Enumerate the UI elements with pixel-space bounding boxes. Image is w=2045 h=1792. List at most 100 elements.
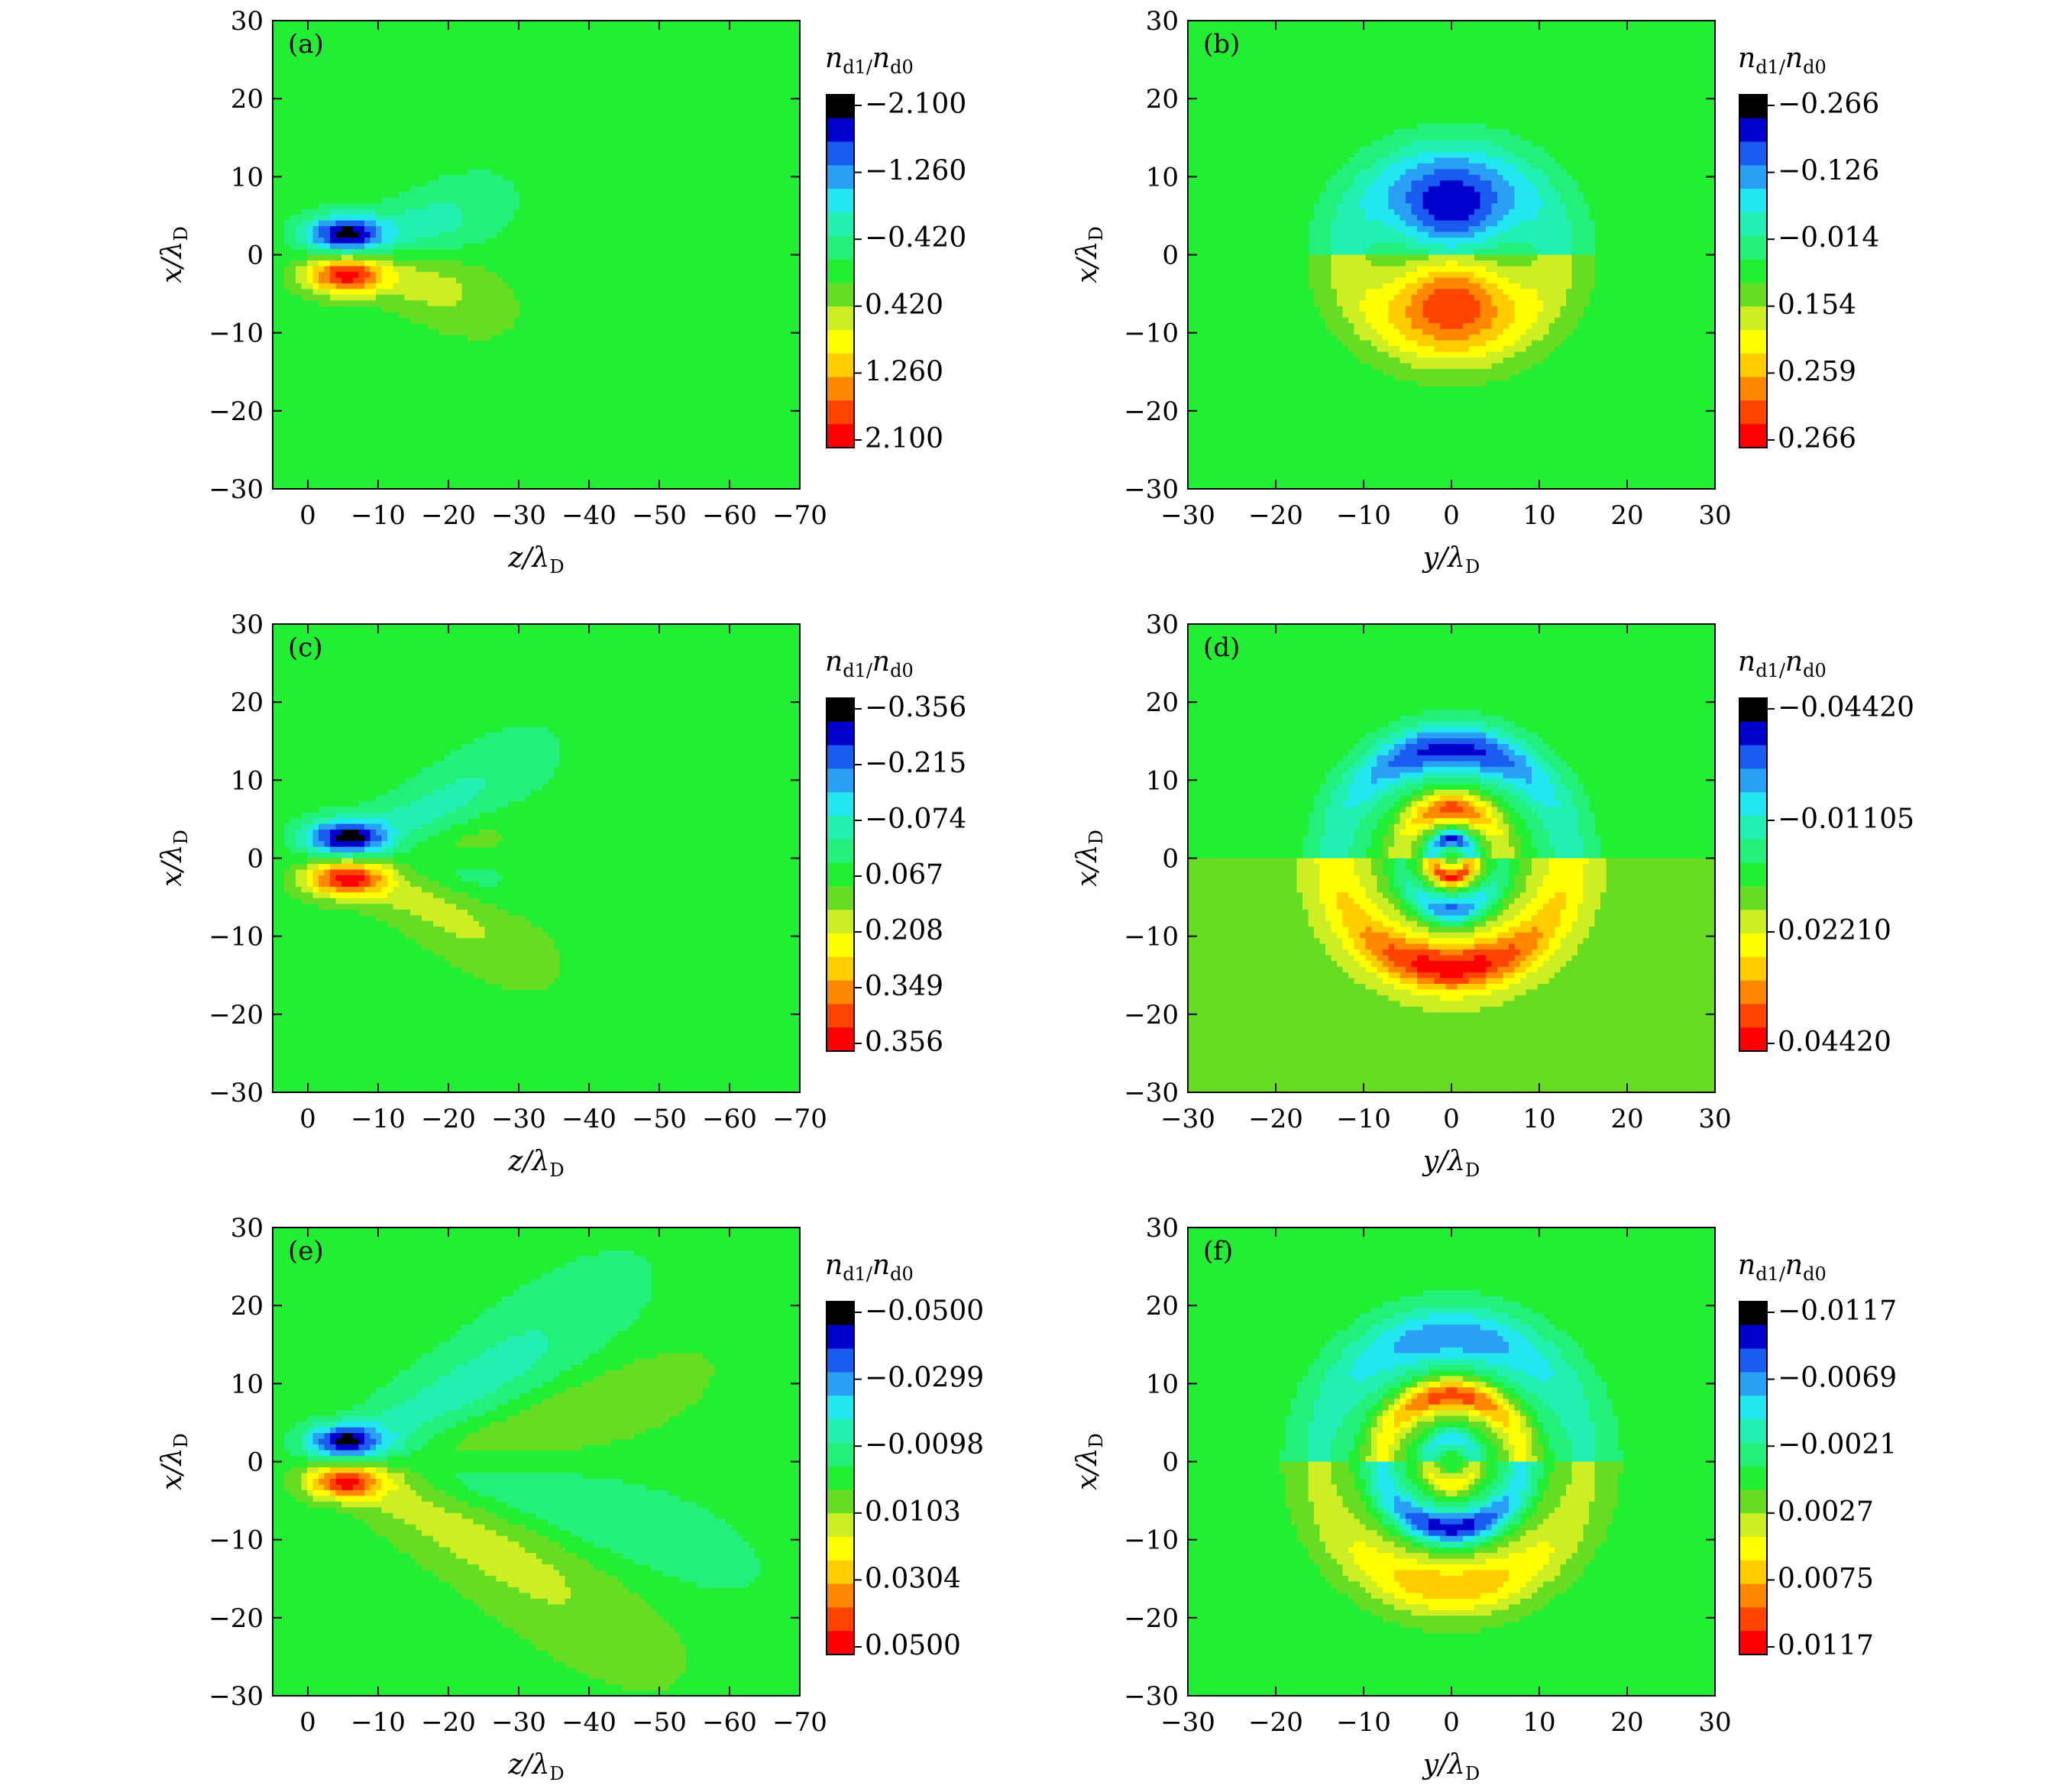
heatmap-cell xyxy=(1342,203,1349,210)
heatmap-cell xyxy=(1566,294,1573,301)
heatmap-cell xyxy=(1377,163,1383,170)
heatmap-cell xyxy=(1291,1069,1298,1076)
heatmap-cell xyxy=(484,277,491,284)
heatmap-cell xyxy=(1205,881,1212,888)
heatmap-cell xyxy=(490,226,497,233)
heatmap-cell xyxy=(1319,283,1326,290)
heatmap-cell xyxy=(479,323,486,330)
heatmap-cell xyxy=(1532,283,1539,290)
heatmap-cell xyxy=(364,266,371,273)
heatmap-cell xyxy=(1548,169,1555,176)
heatmap-cell xyxy=(1463,163,1470,170)
heatmap-cell xyxy=(1486,340,1493,347)
heatmap-cell xyxy=(341,266,348,273)
heatmap-cell xyxy=(1280,961,1286,968)
heatmap-cell xyxy=(1474,260,1481,267)
heatmap-cell xyxy=(548,961,555,968)
heatmap-cell xyxy=(548,772,555,779)
heatmap-cell xyxy=(353,892,360,899)
heatmap-cell xyxy=(347,898,354,904)
heatmap-cell xyxy=(1262,920,1269,927)
heatmap-cell xyxy=(461,294,468,301)
heatmap-cell xyxy=(1285,1046,1292,1053)
heatmap-cell xyxy=(1257,1081,1264,1088)
heatmap-cell xyxy=(1222,949,1229,956)
heatmap-cell xyxy=(1257,1086,1264,1093)
heatmap-cell xyxy=(1319,1058,1326,1065)
heatmap-cell xyxy=(1228,949,1234,956)
heatmap-cell xyxy=(1262,1075,1269,1082)
heatmap-cell xyxy=(1262,1006,1269,1013)
heatmap-cell xyxy=(496,294,503,301)
heatmap-cell xyxy=(1548,266,1555,273)
heatmap-cell xyxy=(502,209,509,215)
colorbar-swatch xyxy=(1739,165,1767,189)
heatmap-cell xyxy=(1314,807,1321,814)
heatmap-cell xyxy=(1503,215,1509,222)
heatmap-cell xyxy=(1205,983,1212,991)
heatmap-cell xyxy=(404,220,411,227)
heatmap-cell xyxy=(381,904,388,911)
colorbar-swatch xyxy=(1739,235,1767,260)
heatmap-cell xyxy=(1394,328,1401,335)
heatmap-cell xyxy=(1291,1017,1298,1024)
heatmap-cell xyxy=(450,197,457,204)
heatmap-cell xyxy=(473,238,480,244)
heatmap-cell xyxy=(1537,186,1544,192)
heatmap-cell xyxy=(456,812,463,819)
heatmap-cell xyxy=(1205,995,1212,1001)
heatmap-cell xyxy=(1199,1069,1206,1076)
heatmap-cell xyxy=(473,943,480,950)
heatmap-cell xyxy=(387,226,394,233)
heatmap-cell xyxy=(1325,215,1332,222)
heatmap-cell xyxy=(416,898,422,904)
heatmap-cell xyxy=(1360,294,1367,301)
heatmap-cell xyxy=(438,294,445,301)
heatmap-cell xyxy=(1360,266,1367,273)
heatmap-cell xyxy=(1245,898,1252,904)
heatmap-cell xyxy=(1319,915,1326,922)
heatmap-cell xyxy=(1434,300,1441,307)
heatmap-cell xyxy=(525,726,532,733)
heatmap-cell xyxy=(364,875,371,882)
heatmap-cell xyxy=(1245,886,1252,893)
heatmap-cell xyxy=(1354,220,1361,227)
colorbar-swatch xyxy=(827,721,854,746)
heatmap-cell xyxy=(1245,858,1252,865)
heatmap-cell xyxy=(1193,881,1200,888)
heatmap-cell xyxy=(461,766,468,773)
heatmap-cell xyxy=(1422,289,1429,296)
heatmap-cell xyxy=(1497,306,1504,312)
heatmap-cell xyxy=(479,306,486,312)
heatmap-cell xyxy=(404,892,411,899)
heatmap-cell xyxy=(1543,180,1550,187)
heatmap-cell xyxy=(324,294,331,301)
heatmap-cell xyxy=(502,323,509,330)
heatmap-cell xyxy=(1280,932,1286,939)
heatmap-cell xyxy=(456,904,463,911)
heatmap-cell xyxy=(1440,340,1447,347)
heatmap-cell xyxy=(438,226,445,233)
heatmap-cell xyxy=(519,938,526,945)
heatmap-cell xyxy=(1199,909,1206,916)
heatmap-cell xyxy=(1319,983,1326,991)
heatmap-cell xyxy=(1388,209,1395,215)
heatmap-cell xyxy=(1285,1063,1292,1070)
heatmap-cell xyxy=(496,961,503,968)
heatmap-cell xyxy=(296,231,303,238)
heatmap-cell xyxy=(502,317,509,324)
heatmap-cell xyxy=(364,283,371,290)
heatmap-cell xyxy=(422,226,429,233)
heatmap-cell xyxy=(468,312,474,319)
heatmap-cell xyxy=(1463,174,1470,181)
heatmap-cell xyxy=(324,898,331,904)
heatmap-cell xyxy=(1285,989,1292,996)
heatmap-cell xyxy=(1434,123,1441,130)
heatmap-cell xyxy=(461,789,468,796)
heatmap-cell xyxy=(1457,254,1464,261)
heatmap-cell xyxy=(1548,323,1555,330)
heatmap-cell xyxy=(490,749,497,756)
heatmap-cell xyxy=(399,784,406,791)
heatmap-cell xyxy=(330,823,337,830)
heatmap-cell xyxy=(1503,180,1509,187)
